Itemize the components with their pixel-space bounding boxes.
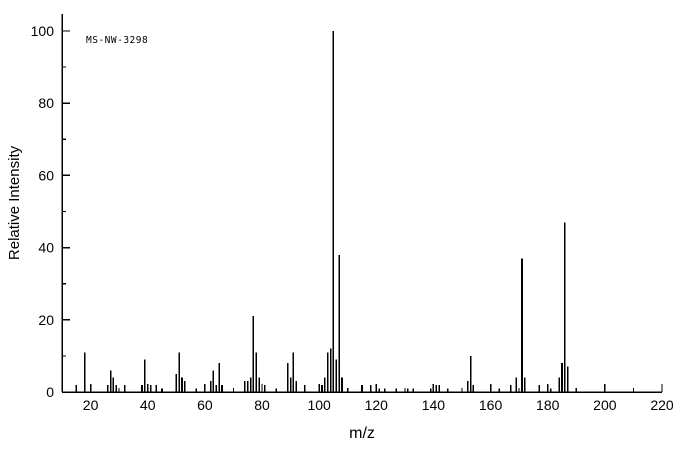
y-tick-label: 100 xyxy=(31,23,55,39)
axes-group: 20 40 60 80 100 120 140 160 180 200 220 0 20 40 60 80 10… xyxy=(31,14,674,413)
y-tick-label: 40 xyxy=(38,240,54,256)
x-tick-label: 140 xyxy=(422,397,446,413)
x-tick-label: 100 xyxy=(307,397,331,413)
x-tick-label: 20 xyxy=(83,397,99,413)
y-axis-label: Relative Intensity xyxy=(6,145,23,260)
x-tick-label: 80 xyxy=(254,397,270,413)
x-tick-label: 120 xyxy=(365,397,389,413)
y-tick-label: 60 xyxy=(38,167,54,183)
x-axis-label: m/z xyxy=(349,425,375,442)
peaks-group xyxy=(75,31,569,392)
x-tick-label: 200 xyxy=(593,397,617,413)
x-tick-label: 40 xyxy=(140,397,156,413)
x-tick-label: 160 xyxy=(479,397,503,413)
spectrum-id-annotation: MS-NW-3298 xyxy=(86,35,148,46)
y-tick-label: 0 xyxy=(46,384,54,400)
y-tick-label: 20 xyxy=(38,312,54,328)
x-tick-label: 220 xyxy=(650,397,674,413)
x-tick-label: 60 xyxy=(197,397,213,413)
x-tick-label: 180 xyxy=(536,397,560,413)
y-tick-label: 80 xyxy=(38,95,54,111)
